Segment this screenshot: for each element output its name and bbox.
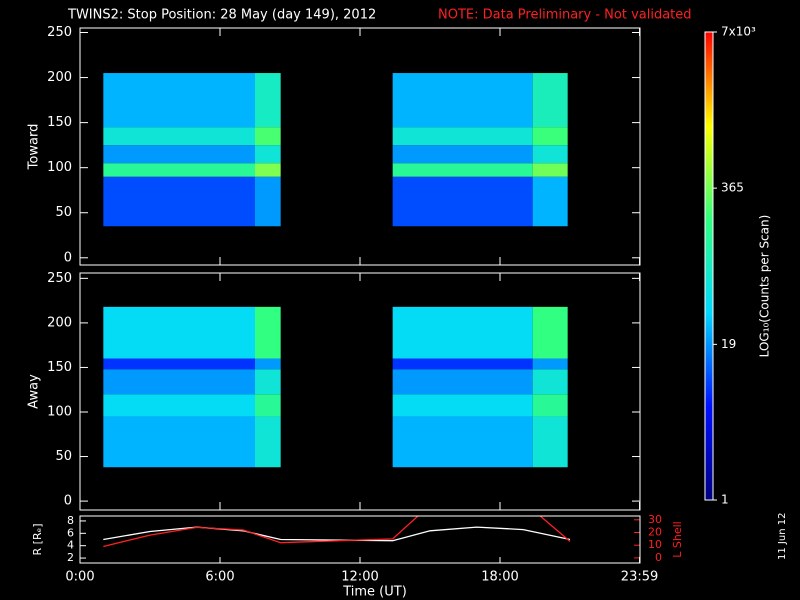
x-tick-label: 12:00 (341, 570, 378, 585)
y2-tick-label: 0 (655, 551, 662, 564)
date-stamp: 11 Jun 12 (777, 513, 788, 560)
plot-frame (79, 272, 641, 511)
x-tick-label: 6:00 (205, 570, 234, 585)
heat-cell (392, 394, 533, 417)
series-line (103, 516, 571, 548)
y2-tick-label: 10 (648, 538, 662, 551)
colorbar-tick-label: 365 (721, 181, 744, 195)
heat-cell (255, 394, 281, 417)
heat-cell (392, 145, 533, 164)
heat-cell (532, 306, 568, 359)
heat-cell (392, 306, 533, 359)
y-tick-label: 150 (47, 115, 72, 130)
heat-cell (255, 358, 281, 370)
y-tick-label: 2 (67, 551, 74, 564)
y-tick-label: 50 (55, 205, 72, 220)
heat-cell (532, 394, 568, 417)
heat-cell (255, 73, 281, 128)
heat-cell (103, 369, 255, 395)
heat-cell (392, 176, 533, 227)
y-tick-label: 100 (47, 160, 72, 175)
heat-cell (392, 369, 533, 395)
heat-cell (532, 416, 568, 468)
heat-cell (103, 145, 255, 164)
heat-cell (255, 369, 281, 395)
y2-tick-label: 30 (648, 513, 662, 526)
heat-cell (103, 394, 255, 417)
heat-cell (255, 145, 281, 164)
y-tick-label: 50 (55, 449, 72, 464)
colorbar-tick-label: 19 (721, 337, 736, 351)
y-tick-label: 200 (47, 70, 72, 85)
heat-cell (392, 127, 533, 146)
y-tick-label: 8 (67, 514, 74, 527)
x-axis-label: Time (UT) (342, 585, 407, 600)
y-tick-label: 0 (64, 494, 72, 509)
heat-cell (103, 358, 255, 370)
heat-cell (103, 306, 255, 359)
heat-cell (255, 306, 281, 359)
colorbar-tick-label: 1 (721, 493, 729, 507)
heat-cell (392, 416, 533, 468)
heat-cell (392, 73, 533, 128)
y-tick-label: 200 (47, 315, 72, 330)
heat-cell (103, 176, 255, 227)
x-tick-label: 23:59 (621, 570, 658, 585)
heat-cell (103, 416, 255, 468)
x-tick-label: 0:00 (65, 570, 94, 585)
heat-cell (392, 358, 533, 370)
plot-frame (79, 515, 641, 564)
heat-cell (103, 73, 255, 128)
heat-cell (532, 163, 568, 177)
heat-cell (255, 127, 281, 146)
plot-frame (79, 27, 641, 266)
series-line (103, 526, 571, 542)
x-tick-label: 18:00 (481, 570, 518, 585)
heat-cell (103, 163, 255, 177)
y-tick-label: 250 (47, 271, 72, 286)
heat-cell (532, 369, 568, 395)
heat-cell (392, 163, 533, 177)
heat-cell (255, 163, 281, 177)
y-tick-label: 250 (47, 25, 72, 40)
y-axis-label: Toward (27, 124, 42, 171)
y-tick-label: 100 (47, 404, 72, 419)
heat-cell (532, 73, 568, 128)
y-tick-label: 150 (47, 360, 72, 375)
note: NOTE: Data Preliminary - Not validated (438, 8, 692, 23)
plot-area (103, 516, 571, 548)
heat-cell (532, 145, 568, 164)
colorbar-tick-label: 7x10³ (721, 25, 756, 39)
y2-axis-label: L Shell (671, 521, 684, 557)
colorbar-label: LOG₁₀(Counts per Scan) (758, 215, 772, 358)
heat-cell (255, 176, 281, 227)
colorbar (704, 31, 714, 501)
y-tick-label: 4 (67, 539, 74, 552)
y-tick-label: 0 (64, 250, 72, 265)
y-axis-label: R [Rₑ] (31, 524, 44, 556)
heat-cell (255, 416, 281, 468)
heat-cell (103, 127, 255, 146)
y-tick-label: 6 (67, 526, 74, 539)
heat-cell (532, 358, 568, 370)
y2-tick-label: 20 (648, 526, 662, 539)
heat-cell (532, 176, 568, 227)
y-axis-label: Away (27, 374, 42, 409)
heat-cell (532, 127, 568, 146)
chart-title: TWINS2: Stop Position: 28 May (day 149),… (67, 8, 376, 23)
